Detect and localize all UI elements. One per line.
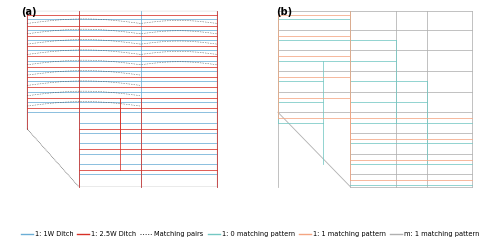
Text: (a): (a) xyxy=(21,7,36,17)
Text: (b): (b) xyxy=(276,7,292,17)
Legend: 1: 1W Ditch, 1: 2.5W Ditch, Matching pairs, 1: 0 matching pattern, 1: 1 matching: 1: 1W Ditch, 1: 2.5W Ditch, Matching pai… xyxy=(18,228,482,240)
